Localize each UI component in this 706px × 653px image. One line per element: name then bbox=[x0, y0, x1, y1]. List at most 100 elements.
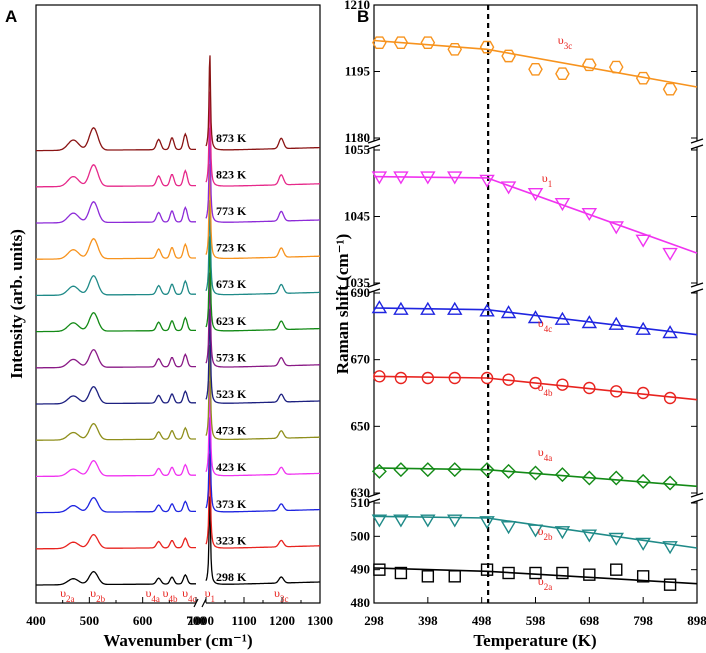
data-point bbox=[635, 473, 651, 489]
spectrum-573K-left bbox=[36, 348, 196, 369]
data-point bbox=[636, 386, 650, 400]
data-point bbox=[554, 467, 570, 483]
data-point bbox=[662, 82, 678, 96]
axis-break-mark bbox=[367, 282, 381, 288]
fit-line-υ2b bbox=[373, 515, 698, 549]
data-point bbox=[635, 537, 651, 551]
panel-b-ylabel: Raman shift (cm⁻¹) bbox=[333, 234, 352, 375]
panel-a-frame bbox=[35, 4, 321, 604]
data-point bbox=[421, 570, 435, 583]
data-point bbox=[447, 514, 463, 528]
y-tick-label: 650 bbox=[351, 418, 371, 433]
data-point bbox=[448, 570, 461, 583]
data-point bbox=[581, 470, 597, 486]
panel-b-frame bbox=[373, 4, 698, 604]
data-point bbox=[447, 301, 463, 315]
data-point bbox=[393, 462, 409, 478]
spectrum-423K-left bbox=[36, 459, 196, 478]
data-point bbox=[500, 305, 517, 319]
data-point bbox=[554, 197, 571, 212]
series-label-υ4b: υ4b bbox=[538, 380, 553, 398]
data-point bbox=[583, 568, 596, 581]
axis-break-mark bbox=[367, 138, 381, 144]
peak-label-v2b: υ2b bbox=[90, 586, 105, 604]
data-point bbox=[447, 43, 463, 56]
data-point bbox=[479, 462, 495, 478]
data-point bbox=[555, 67, 570, 81]
temperature-label: 298 K bbox=[216, 570, 247, 584]
x-tick-label: 598 bbox=[526, 613, 546, 628]
spectrum-723K-right bbox=[205, 163, 320, 260]
y-tick-label: 1180 bbox=[345, 130, 370, 145]
data-point bbox=[635, 234, 651, 248]
data-point bbox=[502, 566, 515, 580]
panel-b-xlabel: Temperature (K) bbox=[473, 631, 596, 650]
axis-break-mask bbox=[692, 141, 702, 147]
data-point bbox=[608, 316, 624, 330]
data-point bbox=[636, 570, 650, 583]
data-point bbox=[479, 303, 495, 317]
spectrum-773K-left bbox=[36, 201, 196, 224]
data-point bbox=[662, 325, 678, 339]
x-tick-label: 1200 bbox=[269, 613, 295, 628]
temperature-label: 723 K bbox=[216, 241, 247, 255]
peak-label-v4b: υ4b bbox=[163, 586, 178, 604]
data-point bbox=[528, 465, 543, 481]
x-tick-label: 1000 bbox=[188, 613, 214, 628]
data-point bbox=[371, 300, 388, 314]
fit-line-υ4b bbox=[373, 375, 698, 401]
axis-break-mark bbox=[690, 138, 704, 144]
y-tick-label: 630 bbox=[351, 485, 371, 500]
data-point bbox=[480, 371, 494, 385]
data-point bbox=[610, 385, 623, 398]
axis-break-mask bbox=[692, 285, 702, 291]
x-tick-label: 298 bbox=[364, 613, 384, 628]
peak-label-v1: υ1 bbox=[205, 586, 215, 604]
data-point bbox=[554, 311, 571, 325]
axis-break-mark bbox=[690, 144, 704, 150]
data-point bbox=[420, 462, 436, 478]
y-tick-label: 500 bbox=[351, 528, 371, 543]
data-point bbox=[556, 566, 569, 580]
spectrum-873K-right bbox=[205, 55, 320, 151]
temperature-label: 773 K bbox=[216, 204, 247, 218]
y-tick-label: 1195 bbox=[345, 64, 371, 79]
data-point bbox=[420, 514, 436, 528]
x-tick-label: 700 bbox=[186, 613, 206, 628]
spectrum-323K-right bbox=[205, 453, 320, 549]
temperature-label: 473 K bbox=[216, 424, 247, 438]
spectrum-823K-left bbox=[36, 164, 196, 188]
series-label-υ3c: υ3c bbox=[558, 33, 572, 51]
spectrum-723K-left bbox=[36, 237, 196, 260]
x-tick-label: 400 bbox=[26, 613, 46, 628]
spectrum-823K-right bbox=[205, 91, 320, 187]
spectrum-373K-right bbox=[205, 417, 320, 513]
x-tick-label: 600 bbox=[133, 613, 153, 628]
data-point bbox=[527, 310, 544, 324]
data-point bbox=[373, 370, 386, 383]
spectrum-623K-left bbox=[36, 311, 196, 333]
temperature-label: 573 K bbox=[216, 350, 247, 364]
x-tick-label: 398 bbox=[418, 613, 438, 628]
data-point bbox=[610, 563, 623, 576]
data-point bbox=[420, 36, 436, 50]
y-tick-label: 670 bbox=[351, 352, 371, 367]
data-point bbox=[394, 566, 408, 580]
fit-line-υ1 bbox=[373, 175, 698, 254]
x-tick-label: 898 bbox=[687, 613, 706, 628]
data-point bbox=[662, 475, 678, 491]
data-point bbox=[527, 524, 544, 538]
data-point bbox=[480, 563, 494, 576]
spectrum-573K-right bbox=[205, 272, 320, 368]
fit-line-υ4a bbox=[373, 467, 698, 488]
data-point bbox=[663, 391, 677, 405]
spectrum-423K-right bbox=[205, 381, 320, 477]
x-tick-label: 698 bbox=[580, 613, 600, 628]
axis-break-mask bbox=[369, 141, 379, 147]
data-point bbox=[447, 171, 463, 185]
data-point bbox=[501, 49, 516, 63]
y-tick-label: 510 bbox=[351, 495, 371, 510]
data-point bbox=[479, 516, 495, 530]
spectrum-373K-left bbox=[36, 496, 196, 514]
